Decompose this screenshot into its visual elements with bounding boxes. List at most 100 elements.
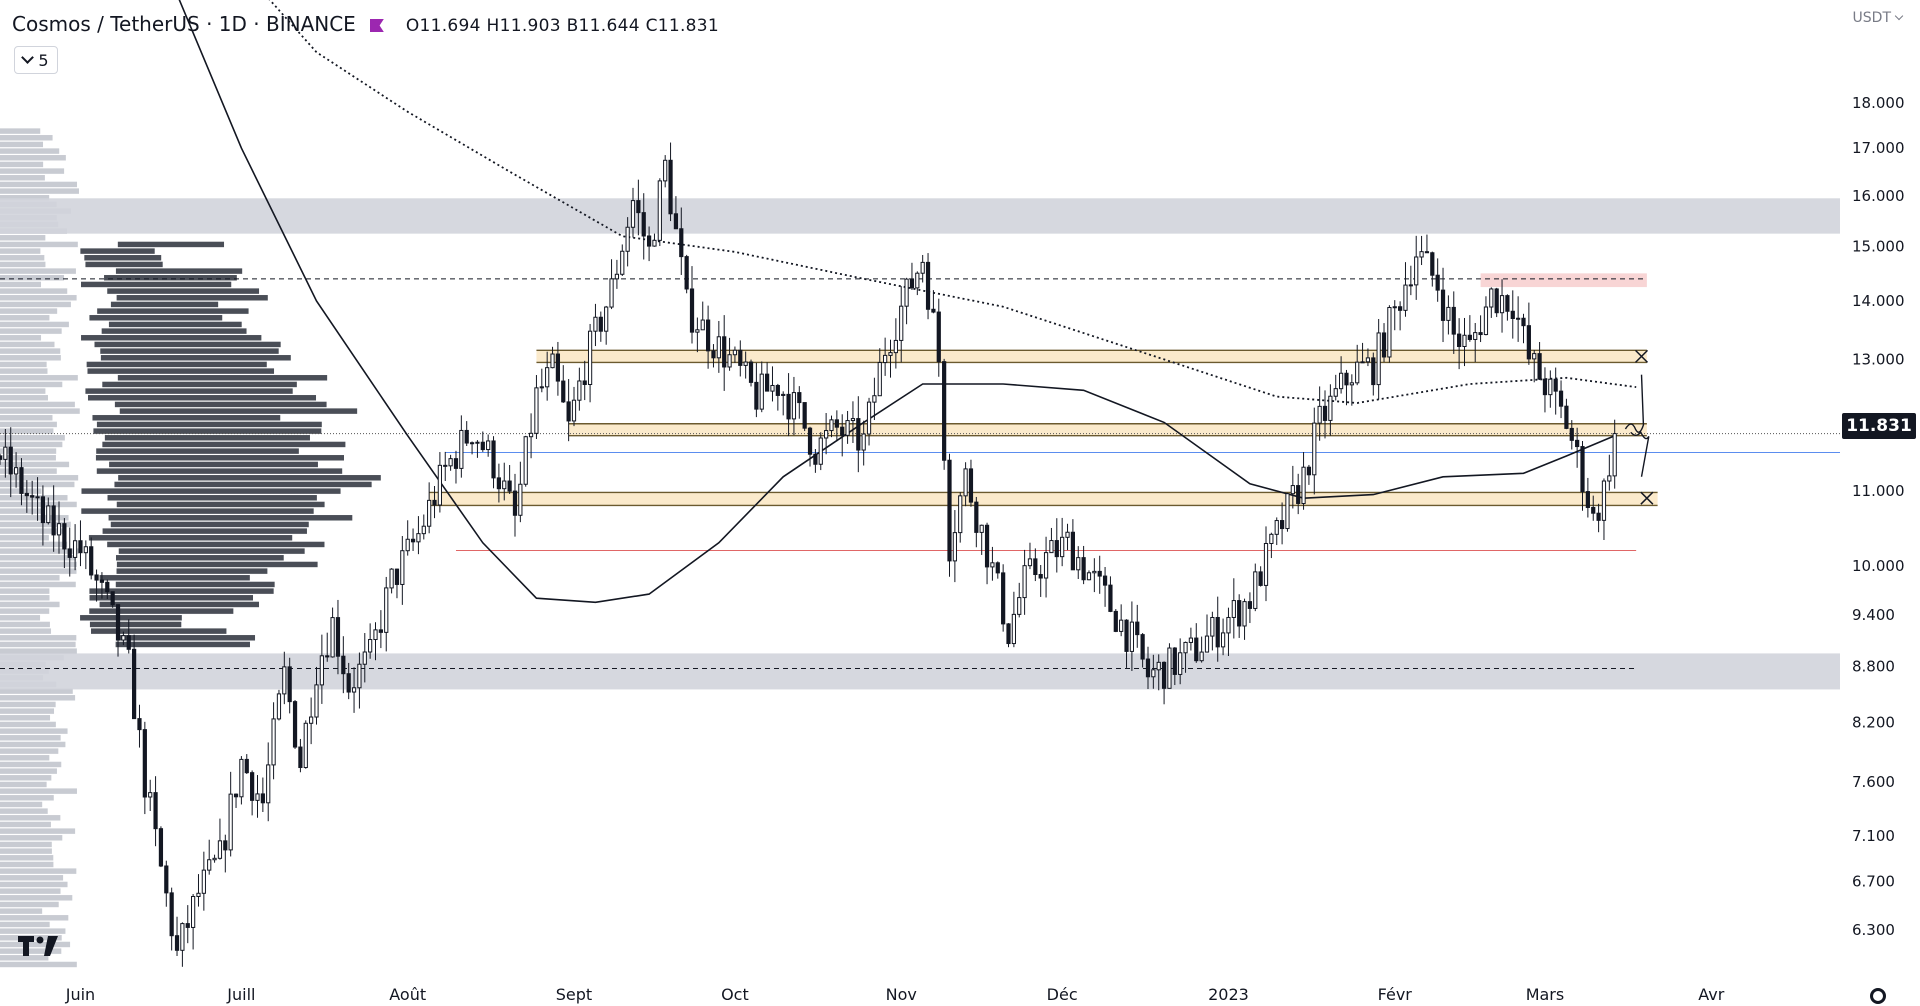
candle-up	[1274, 520, 1279, 535]
volume-profile-bar	[0, 861, 54, 868]
candle-up	[191, 895, 196, 928]
settings-gear-icon[interactable]	[1870, 988, 1886, 1004]
volume-profile-bar	[0, 961, 77, 968]
symbol-title[interactable]: Cosmos / TetherUS · 1D · BINANCE	[12, 12, 356, 36]
candle-up	[475, 441, 480, 444]
candle-down	[936, 311, 941, 363]
time-tick-label: Juin	[65, 985, 95, 1004]
candle-down	[1451, 306, 1456, 335]
candle-up	[1392, 306, 1397, 309]
volume-profile-bar	[0, 168, 65, 174]
candle-down	[1430, 252, 1435, 276]
volume-profile-bar	[0, 881, 68, 888]
volume-profile-bar	[0, 588, 50, 594]
flag-icon[interactable]	[369, 19, 384, 32]
volume-profile-bar	[0, 955, 49, 961]
candle-down	[105, 581, 110, 593]
candle-up	[625, 226, 630, 252]
candle-down	[19, 467, 24, 494]
current-price-label: 11.831	[1842, 413, 1916, 439]
candle-up	[373, 629, 378, 641]
tradingview-logo-icon[interactable]	[18, 934, 64, 958]
volume-profile-bar	[100, 355, 291, 361]
drawings-layer	[1624, 349, 1654, 505]
candle-down	[925, 261, 931, 310]
candle-down	[566, 401, 571, 422]
price-tick-label: 7.100	[1852, 827, 1895, 845]
candle-up	[893, 339, 898, 354]
candle-down	[705, 319, 711, 352]
candle-down	[410, 538, 416, 543]
volume-profile-bar	[0, 328, 62, 334]
volume-profile-bar	[0, 375, 78, 381]
candle-up	[437, 464, 442, 506]
candle-up	[958, 495, 963, 534]
price-tick-label: 13.000	[1852, 350, 1905, 368]
candle-up	[448, 458, 453, 467]
candle-up	[212, 857, 217, 861]
price-tick-label: 18.000	[1852, 94, 1905, 112]
currency-unit-selector[interactable]: USDT	[1853, 10, 1904, 26]
volume-profile-bar	[0, 908, 43, 914]
candle-down	[968, 468, 974, 503]
candle-down	[1006, 623, 1011, 645]
candle-down	[1505, 295, 1510, 312]
volume-profile-bar	[0, 368, 48, 374]
candle-down	[754, 381, 759, 410]
candle-up	[781, 393, 786, 396]
candle-up	[83, 546, 88, 554]
volume-profile-bar	[89, 315, 223, 321]
candle-up	[545, 367, 550, 388]
time-tick-label: Déc	[1047, 985, 1078, 1004]
price-axis[interactable]: 18.00017.00016.00015.00014.00013.00012.0…	[1852, 94, 1905, 939]
candle-down	[748, 361, 754, 383]
candle-up	[759, 373, 764, 410]
candle-down	[1306, 466, 1312, 476]
indicators-toggle-button[interactable]: 5	[14, 46, 58, 74]
volume-profile-bar	[89, 608, 234, 614]
time-axis[interactable]: Juin Juill Août Sept Oct Nov Déc 2023 Févr Mars Av…	[65, 985, 1725, 1004]
price-tick-label: 8.200	[1852, 713, 1895, 731]
volume-profile-bar	[91, 628, 227, 634]
candle-up	[630, 200, 636, 228]
volume-profile-bar	[0, 495, 68, 501]
price-tick-label: 10.000	[1852, 557, 1905, 575]
candle-up	[1253, 571, 1258, 609]
time-tick-label: Oct	[721, 985, 749, 1004]
candle-down	[909, 278, 915, 289]
volume-profile-bar	[0, 148, 60, 154]
volume-profile-bar	[114, 481, 372, 488]
candle-down	[115, 604, 121, 641]
candle-up	[217, 840, 223, 859]
candle-up	[990, 562, 995, 568]
candle-down	[738, 349, 743, 366]
candle-up	[1231, 600, 1236, 618]
time-tick-label: Avr	[1698, 985, 1724, 1004]
volume-profile-bar	[0, 555, 77, 561]
candle-up	[266, 764, 271, 804]
candle-down	[443, 464, 448, 467]
candle-down	[335, 617, 341, 657]
candle-down	[432, 499, 437, 506]
candle-up	[732, 349, 738, 356]
candle-up	[282, 666, 287, 695]
zones-layer	[0, 198, 1840, 690]
volume-profile-bar	[81, 281, 232, 288]
candle-up	[1183, 641, 1188, 654]
candle-down	[995, 562, 1000, 574]
volume-profile-bar	[0, 255, 45, 261]
candle-up	[1119, 619, 1124, 632]
volume-profile-bar	[108, 515, 353, 521]
volume-profile-bar	[0, 428, 54, 434]
candle-up	[1387, 307, 1392, 358]
candle-up	[1462, 334, 1467, 348]
candle-up	[550, 353, 555, 369]
candle-down	[636, 200, 641, 214]
volume-profile-bar	[104, 275, 237, 281]
candle-up	[866, 401, 872, 435]
candle-up	[577, 380, 582, 401]
candle-down	[185, 923, 190, 928]
cross-marker	[1634, 349, 1649, 363]
candle-up	[1269, 533, 1274, 545]
